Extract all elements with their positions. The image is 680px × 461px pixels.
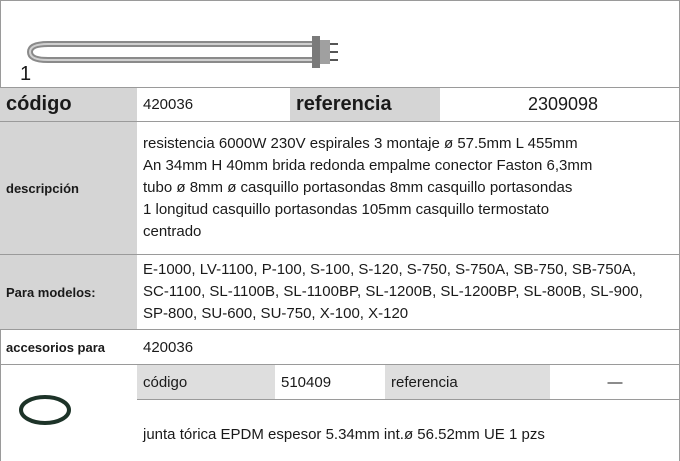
text-line: E-1000, LV-1100, P-100, S-100, S-120, S-…	[143, 261, 637, 278]
referencia-label: referencia	[290, 88, 440, 122]
product-image: 1	[0, 36, 680, 88]
text-line: SC-1100, SL-1100B, SL-1100BP, SL-1200B, …	[143, 283, 643, 300]
text-line: SP-800, SU-600, SU-750, X-100, X-120	[143, 305, 409, 322]
modelos: E-1000, LV-1100, P-100, S-100, S-120, S-…	[137, 255, 680, 330]
descripcion: resistencia 6000W 230V espirales 3 monta…	[137, 122, 680, 255]
text-line: tubo ø 8mm ø casquillo portasondas 8mm c…	[143, 179, 573, 196]
accessory-image	[19, 395, 71, 425]
acc-descripcion: junta tórica EPDM espesor 5.34mm int.ø 5…	[143, 426, 545, 443]
acc-referencia: —	[550, 365, 680, 400]
descripcion-label: descripción	[0, 122, 137, 255]
text-line: centrado	[143, 223, 202, 240]
text-line: 1 longitud casquillo portasondas 105mm c…	[143, 201, 550, 218]
codigo: 420036	[137, 88, 290, 122]
text-line: An 34mm H 40mm brida redonda empalme con…	[143, 157, 593, 174]
acc-referencia-label: referencia	[385, 365, 550, 400]
accesorios: 420036	[137, 330, 680, 365]
referencia: 2309098	[440, 88, 680, 122]
acc-codigo: 510409	[275, 365, 385, 400]
accesorios-label: accesorios para	[0, 330, 137, 365]
codigo-label: código	[0, 88, 137, 122]
item-number: 1	[20, 63, 31, 85]
text-line: resistencia 6000W 230V espirales 3 monta…	[143, 135, 578, 152]
modelos-label: Para modelos:	[0, 255, 137, 330]
acc-codigo-label: código	[137, 365, 275, 400]
